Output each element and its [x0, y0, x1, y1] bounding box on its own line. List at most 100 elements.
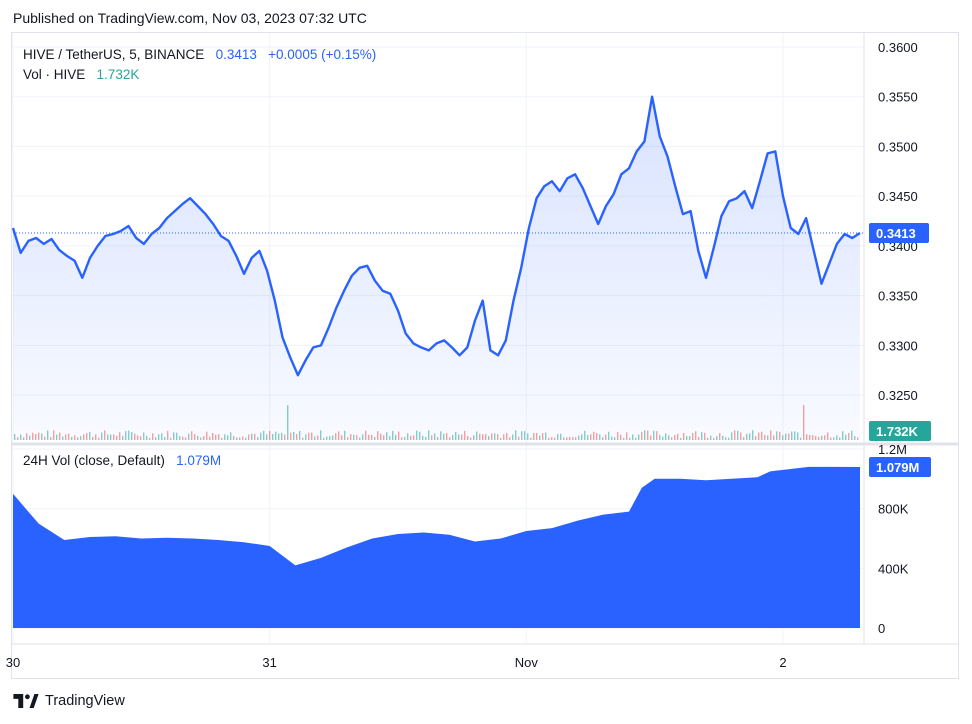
- price-series: [11, 95, 864, 377]
- volume-bar: [227, 435, 229, 440]
- volume-bar: [176, 432, 178, 440]
- volume-bar: [116, 435, 118, 440]
- volume-bar: [554, 437, 556, 440]
- volume-bar: [779, 431, 781, 440]
- footer-brand[interactable]: TradingView: [13, 693, 125, 709]
- volume-bar: [473, 435, 475, 440]
- volume-bar: [422, 435, 424, 440]
- volume-bar: [785, 433, 787, 440]
- volume-bar: [512, 434, 514, 440]
- volume-bar: [305, 434, 307, 440]
- volume-bar: [644, 430, 646, 440]
- volume-bar: [401, 437, 403, 440]
- volume-axis[interactable]: 1.2M 800K 400K 0: [878, 442, 909, 636]
- volume-bar: [332, 435, 334, 440]
- volume-bar: [446, 433, 448, 440]
- volume-bar: [743, 436, 745, 440]
- volume-bar: [314, 436, 316, 440]
- volume-bar: [851, 430, 853, 440]
- volume-bar: [716, 436, 718, 440]
- volume-bar: [782, 435, 784, 440]
- volume-bar: [809, 434, 811, 440]
- volume-bar: [836, 435, 838, 440]
- volume-bar: [833, 437, 835, 440]
- symbol-title[interactable]: HIVE / TetherUS, 5, BINANCE: [23, 47, 205, 62]
- volume-bar: [428, 430, 430, 440]
- volume-bar: [26, 433, 28, 440]
- price-tick-label: 0.3300: [878, 338, 918, 353]
- volume-bar: [71, 436, 73, 440]
- volume-bar: [599, 434, 601, 440]
- volume-bar: [395, 434, 397, 440]
- volume-bar: [197, 435, 199, 440]
- volume-bar: [323, 437, 325, 440]
- 24h-volume-fill: [13, 466, 860, 628]
- volume-bar: [500, 437, 502, 440]
- volume-bar: [218, 434, 220, 440]
- volume-bar: [290, 432, 292, 440]
- volume-bars: [14, 405, 859, 440]
- volume-bar: [140, 436, 142, 440]
- volume-bar: [317, 435, 319, 440]
- volume-bar: [662, 436, 664, 440]
- volume-bar: [698, 436, 700, 440]
- volume-bar: [302, 437, 304, 440]
- volume-bar: [128, 430, 130, 440]
- volume-bar: [293, 431, 295, 440]
- volume-bar: [347, 437, 349, 440]
- volume-bar: [152, 433, 154, 440]
- symbol-row: HIVE / TetherUS, 5, BINANCE 0.3413 +0.00…: [23, 45, 376, 65]
- volume-bar: [89, 431, 91, 440]
- price-axis[interactable]: 0.36000.35500.35000.34500.34000.33500.33…: [878, 40, 918, 403]
- volume-bar: [362, 434, 364, 440]
- volume-bar: [593, 431, 595, 440]
- volume-bar: [392, 430, 394, 440]
- volume-bar: [104, 430, 106, 440]
- volume-bar: [383, 435, 385, 440]
- volume-bar: [791, 431, 793, 440]
- volume-bar: [299, 430, 301, 440]
- volume-bar: [146, 435, 148, 440]
- price-line: [11, 95, 861, 377]
- volume-bar: [728, 437, 730, 440]
- volume-bar: [848, 432, 850, 440]
- volume-bar: [431, 435, 433, 440]
- volume-bar: [338, 431, 340, 440]
- chart-frame[interactable]: [11, 32, 959, 679]
- price-change: +0.0005 (+0.15%): [268, 47, 377, 62]
- volume-bar: [254, 433, 256, 440]
- volume-bar: [635, 437, 637, 440]
- volume-bar: [257, 437, 259, 440]
- volume-bar: [440, 431, 442, 440]
- volume-bar: [653, 430, 655, 440]
- volume-bar: [125, 431, 127, 440]
- volume-bar: [239, 437, 241, 440]
- volume-bar: [311, 432, 313, 440]
- volume-bar: [587, 435, 589, 440]
- volume-bar: [638, 434, 640, 440]
- volume-bar: [77, 437, 79, 440]
- volume-bar: [209, 436, 211, 440]
- volume-bar: [356, 435, 358, 440]
- volume-bar: [389, 436, 391, 440]
- volume-indicator-label[interactable]: 24H Vol (close, Default): [23, 453, 165, 468]
- volume-bar: [281, 432, 283, 440]
- volume-bar: [503, 434, 505, 440]
- volume-bar: [143, 432, 145, 440]
- volume-bar: [773, 435, 775, 440]
- volume-bar: [581, 434, 583, 440]
- volume-bar: [704, 432, 706, 440]
- volume-bar: [689, 436, 691, 440]
- footer-brand-label: TradingView: [45, 693, 125, 709]
- volume-bar: [206, 431, 208, 440]
- volume-bar: [107, 434, 109, 440]
- volume-label[interactable]: Vol · HIVE: [23, 67, 86, 82]
- volume-bar: [734, 430, 736, 440]
- time-axis[interactable]: 3031Nov23: [6, 655, 972, 670]
- time-tick-label: Nov: [515, 655, 539, 670]
- volume-bar: [449, 437, 451, 440]
- volume-bar: [29, 435, 31, 440]
- volume-bar: [788, 433, 790, 440]
- volume-pane-legend: 24H Vol (close, Default) 1.079M: [23, 453, 221, 468]
